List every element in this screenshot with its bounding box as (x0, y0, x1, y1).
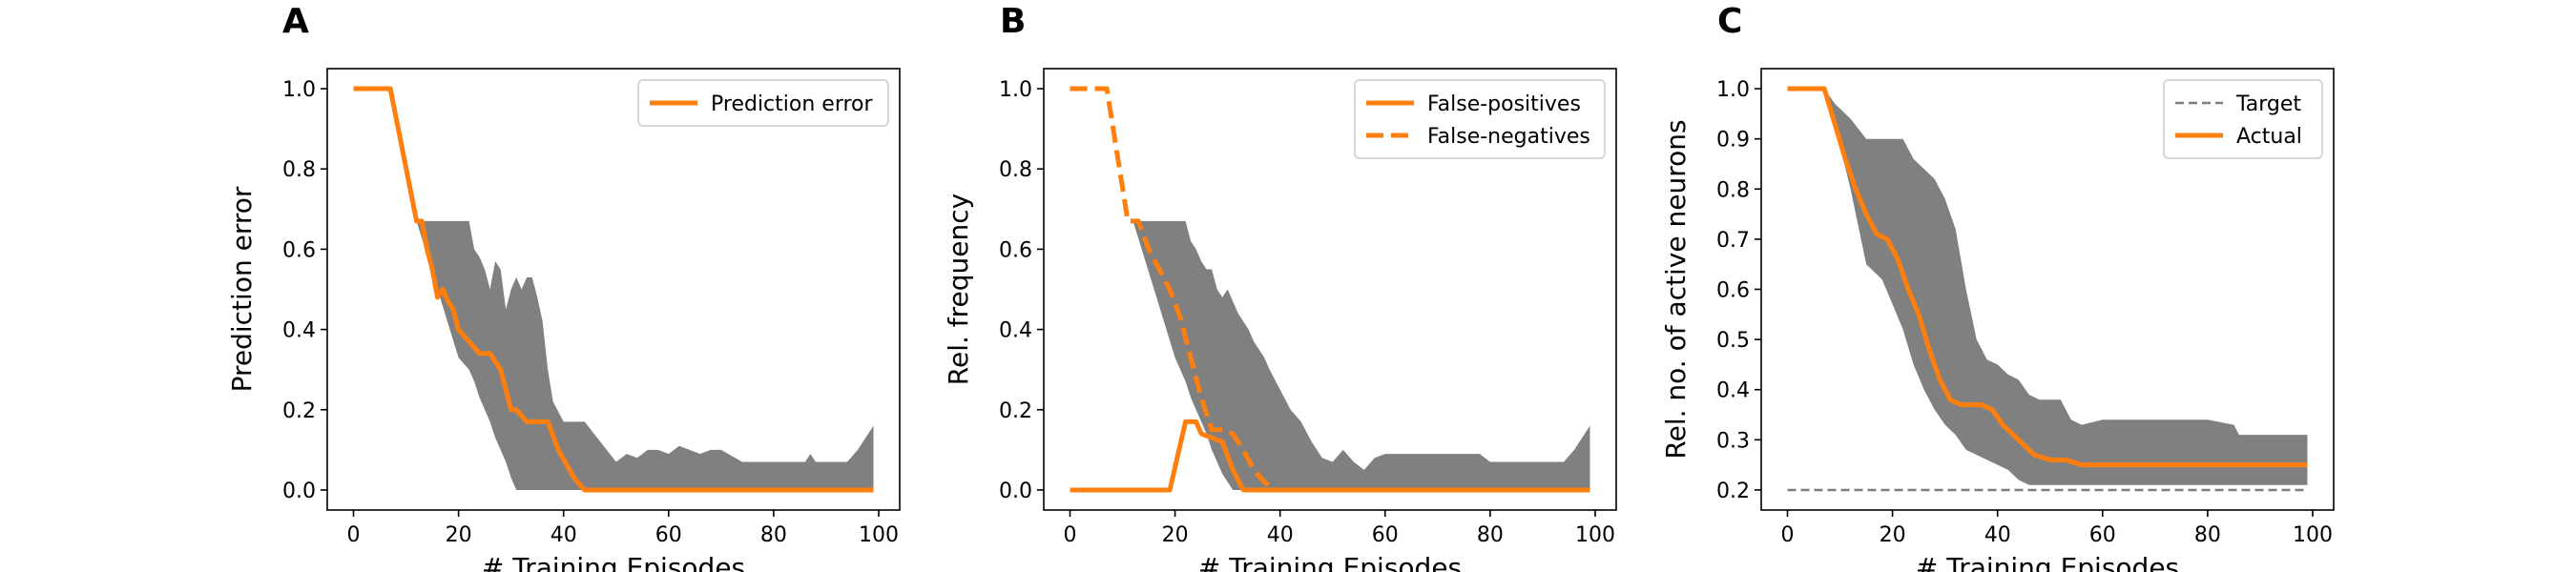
y-tick-label: 0.0 (282, 480, 316, 503)
series-line-false-positives (1070, 419, 1590, 493)
panel-letter-c: C (1717, 2, 1742, 41)
y-tick-label: 0.4 (999, 319, 1032, 343)
legend: Prediction error (637, 79, 889, 127)
series-line-actual (1787, 86, 2308, 468)
y-tick-label: 1.0 (999, 78, 1032, 102)
panel-a: A 0 20 40 60 80 100 0.0 0.2 0.4 0.6 0.8 1.0 # Traini… (226, 2, 901, 572)
y-tick-label: 0.3 (1716, 429, 1750, 453)
x-tick-label: 20 (1162, 523, 1189, 547)
x-tick-label: 0 (347, 523, 361, 547)
legend-label: Prediction error (711, 92, 873, 116)
y-tick-label: 0.2 (1716, 480, 1750, 503)
y-tick-label: 0.8 (1716, 178, 1750, 202)
plot-b: 0 20 40 60 80 100 0.0 0.2 0.4 0.6 0.8 1.0 # Training… (943, 68, 1617, 572)
confidence-band (353, 89, 874, 490)
series-line-false-negatives (1070, 86, 1590, 493)
x-tick-label: 40 (551, 523, 577, 547)
x-tick-label: 0 (1064, 523, 1077, 547)
y-tick-label: 0.6 (282, 238, 316, 262)
legend: False-positives False-negatives (1354, 79, 1606, 159)
y-tick-label: 0.2 (282, 399, 316, 423)
plot-c: 0 20 40 60 80 100 0.2 0.3 0.4 0.5 0.6 0.7 0.8 0.9 1.0 #… (1660, 68, 2335, 572)
x-tick-label: 20 (1880, 523, 1906, 547)
x-tick-label: 0 (1781, 523, 1795, 547)
legend-label: Actual (2236, 125, 2302, 149)
x-tick-label: 80 (2194, 523, 2221, 547)
y-axis-label: Rel. frequency (943, 194, 974, 385)
axes-frame (1043, 68, 1617, 511)
x-tick-label: 100 (859, 523, 899, 547)
legend-label: Target (2235, 92, 2301, 116)
y-tick-label: 0.9 (1716, 129, 1750, 153)
y-tick-label: 0.8 (282, 158, 316, 182)
legend-box (637, 79, 889, 127)
panel-letter-a: A (282, 2, 309, 41)
x-axis-label: # Training Episodes (1198, 552, 1462, 572)
x-tick-label: 80 (760, 523, 787, 547)
y-tick-label: 1.0 (282, 78, 316, 102)
x-tick-label: 40 (1984, 523, 2011, 547)
axes-frame (326, 68, 901, 511)
x-tick-label: 100 (2293, 523, 2333, 547)
panel-letter-b: B (1000, 2, 1026, 41)
panel-b: B 0 20 40 60 80 100 0.0 0.2 0.4 0.6 0.8 1.0 # Traini… (943, 2, 1617, 572)
y-tick-label: 0.4 (1716, 379, 1750, 403)
x-tick-label: 40 (1267, 523, 1294, 547)
x-tick-label: 60 (655, 523, 682, 547)
series-line-prediction-error (353, 86, 874, 493)
x-tick-label: 80 (1477, 523, 1504, 547)
y-tick-label: 0.5 (1716, 329, 1750, 353)
legend-label: False-negatives (1427, 125, 1590, 149)
y-tick-label: 0.2 (999, 399, 1032, 423)
x-tick-label: 60 (2089, 523, 2116, 547)
y-tick-label: 0.6 (999, 238, 1032, 262)
y-tick-label: 0.7 (1716, 229, 1750, 253)
y-axis-label: Prediction error (226, 186, 258, 392)
legend-box (2163, 79, 2323, 159)
y-axis-label: Rel. no. of active neurons (1660, 119, 1692, 459)
x-tick-label: 100 (1575, 523, 1615, 547)
y-tick-label: 0.8 (999, 158, 1032, 182)
y-tick-label: 0.6 (1716, 279, 1750, 303)
x-tick-label: 60 (1372, 523, 1399, 547)
confidence-band (1787, 89, 2308, 485)
panel-c: C 0 20 40 60 80 100 0.2 0.3 0.4 0.5 0.6 0.7 0.8 0.9 1.… (1660, 2, 2335, 572)
y-tick-label: 0.4 (282, 319, 316, 343)
plot-a: 0 20 40 60 80 100 0.0 0.2 0.4 0.6 0.8 1.0 # Training… (226, 68, 901, 572)
x-tick-label: 20 (446, 523, 472, 547)
legend-label: False-positives (1427, 92, 1581, 116)
x-axis-label: # Training Episodes (482, 552, 745, 572)
legend-box (1354, 79, 1606, 159)
y-tick-label: 0.0 (999, 480, 1032, 503)
legend: Target Actual (2163, 79, 2323, 159)
y-tick-label: 1.0 (1716, 78, 1750, 102)
x-axis-label: # Training Episodes (1916, 552, 2179, 572)
